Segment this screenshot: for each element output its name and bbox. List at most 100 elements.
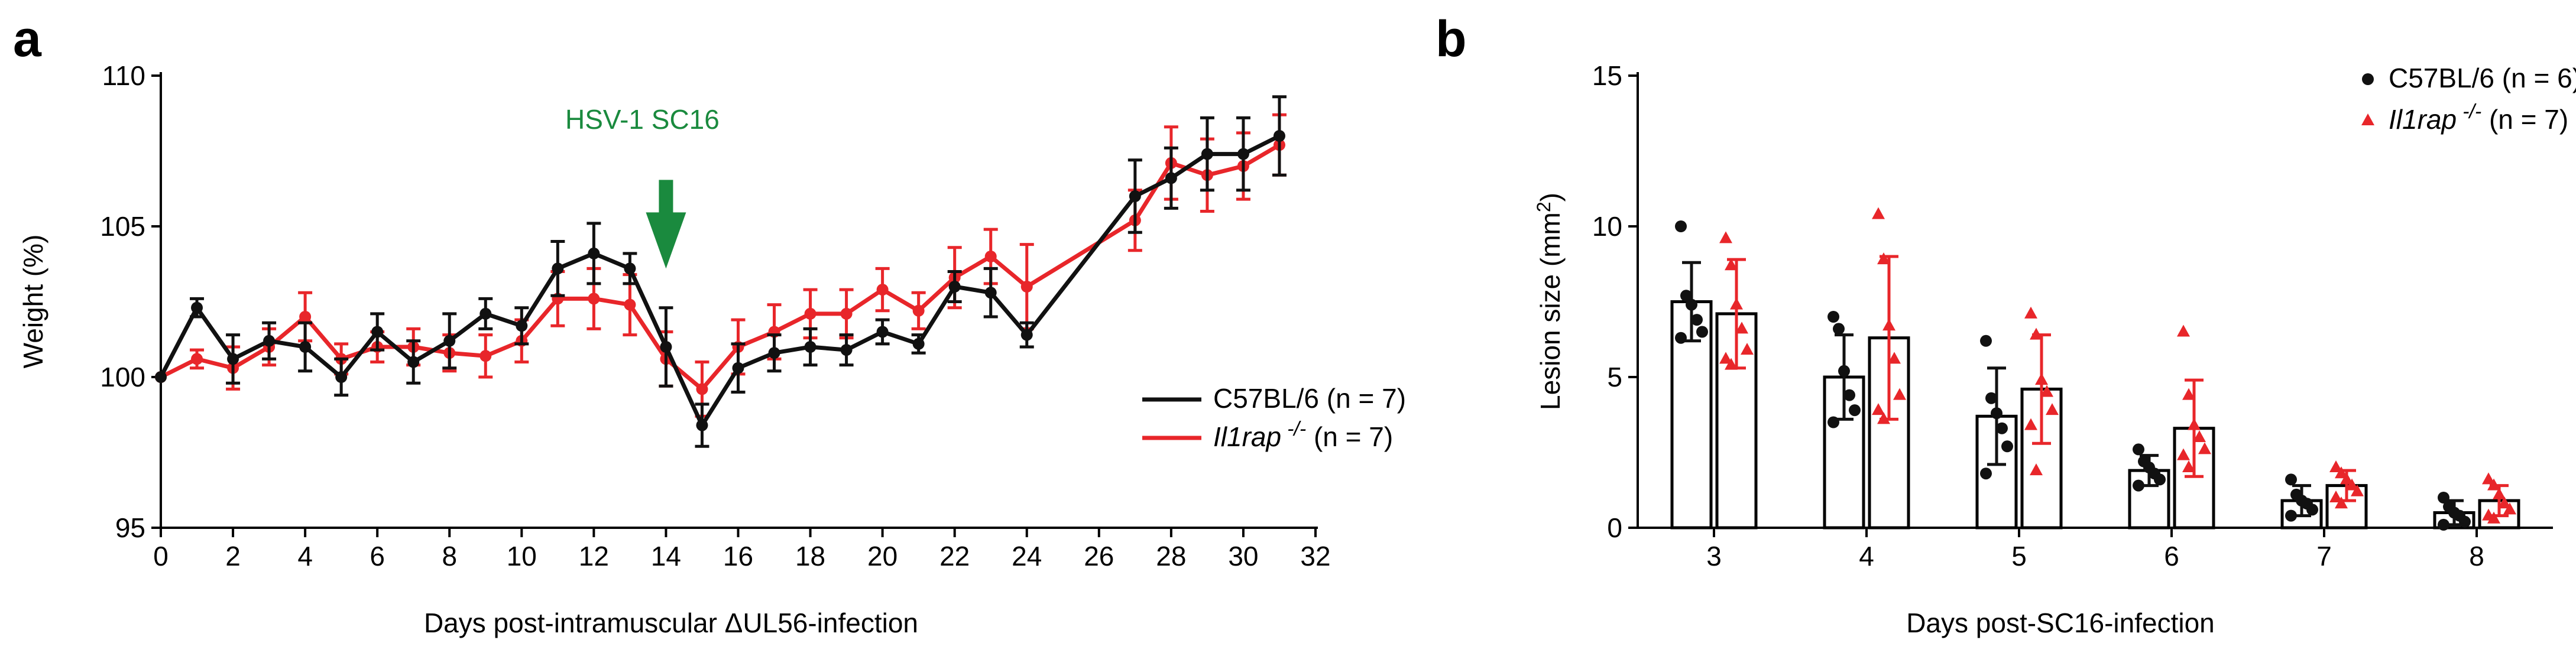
panel-a-annotation: HSV-1 SC16 <box>565 104 720 269</box>
x-tick-label: 32 <box>1300 541 1330 571</box>
data-point <box>263 335 276 347</box>
data-point <box>2438 518 2449 531</box>
data-point <box>1725 258 1738 271</box>
data-point <box>2487 511 2500 524</box>
data-point <box>1888 352 1901 364</box>
data-point <box>1877 252 1890 265</box>
legend-superscript: -/- <box>1287 418 1306 440</box>
panel-a-data <box>155 95 1287 448</box>
infection-arrow-icon <box>646 180 686 269</box>
data-point <box>479 350 492 362</box>
x-tick-label: 22 <box>939 541 970 571</box>
data-point <box>1237 148 1249 160</box>
panel-b-y-axis-label-close: ) <box>1535 193 1566 202</box>
data-point <box>876 284 889 296</box>
data-point <box>1996 422 2008 434</box>
data-point <box>588 247 600 259</box>
data-point <box>155 371 167 383</box>
legend-series-n: (n = 7) <box>1306 421 1393 452</box>
data-point <box>2285 473 2297 486</box>
data-point <box>1872 403 1885 415</box>
data-point <box>1696 326 1708 338</box>
y-tick-label: 100 <box>100 362 145 392</box>
data-point <box>1849 404 1861 417</box>
data-point <box>1165 172 1177 184</box>
data-point <box>1680 290 1692 302</box>
x-tick-label: 7 <box>2316 541 2332 571</box>
data-point <box>1735 321 1748 334</box>
data-point <box>2335 496 2348 509</box>
legend-marker <box>2362 73 2374 85</box>
legend-entry: C57BL/6 (n = 7) <box>1213 383 1406 414</box>
legend-marker <box>2361 113 2374 125</box>
y-tick-label: 15 <box>1592 60 1622 91</box>
x-tick-label: 4 <box>297 541 313 571</box>
legend-entry: Il1rap -/- (n = 7) <box>2389 100 2568 135</box>
data-point <box>1273 130 1285 142</box>
data-point <box>2177 448 2190 460</box>
data-point <box>2001 440 2013 453</box>
legend-series-n: (n = 6) <box>2494 63 2576 93</box>
x-tick-label: 30 <box>1228 541 1258 571</box>
data-point <box>2154 473 2166 486</box>
panel-a-letter: a <box>13 11 42 67</box>
y-tick-label: 0 <box>1607 512 1622 543</box>
data-point <box>2193 430 2206 442</box>
y-tick-label: 105 <box>100 211 145 242</box>
data-point <box>516 320 528 332</box>
data-point <box>1741 343 1754 355</box>
x-tick-label: 18 <box>795 541 825 571</box>
data-point <box>804 341 816 353</box>
data-point <box>660 341 672 353</box>
data-point <box>804 307 816 320</box>
data-point <box>1719 352 1732 364</box>
data-point <box>1833 323 1845 335</box>
data-point <box>1843 389 1855 401</box>
data-point <box>948 281 961 293</box>
data-point <box>696 419 708 431</box>
data-point <box>840 344 853 356</box>
data-point <box>2133 479 2144 492</box>
y-tick-label: 10 <box>1592 211 1622 242</box>
data-point <box>1129 190 1141 202</box>
x-tick-label: 4 <box>1859 541 1874 571</box>
data-point <box>1827 311 1839 323</box>
x-tick-label: 28 <box>1156 541 1186 571</box>
x-tick-label: 6 <box>370 541 385 571</box>
data-point <box>2024 306 2037 319</box>
x-tick-label: 14 <box>651 541 681 571</box>
data-point <box>443 335 456 347</box>
x-tick-label: 2 <box>225 541 241 571</box>
panel-b-y-axis-label-text: Lesion size (mm <box>1535 212 1566 410</box>
panel-b-y-axis-label-sup: 2 <box>1533 202 1554 212</box>
data-point <box>227 353 239 365</box>
data-point <box>2482 472 2495 485</box>
data-point <box>624 262 636 275</box>
legend-series-name: Il1rap <box>1213 421 1281 452</box>
data-point <box>552 262 564 275</box>
data-point <box>732 362 744 374</box>
data-point <box>1201 148 1213 160</box>
panel-b-letter: b <box>1436 11 1467 67</box>
x-tick-label: 8 <box>2469 541 2484 571</box>
data-point <box>2046 403 2059 415</box>
data-point <box>2133 443 2144 456</box>
data-point <box>1980 335 1992 347</box>
series-line-c57bl6 <box>158 134 1281 428</box>
data-point <box>191 301 203 314</box>
panel-a-legend: C57BL/6 (n = 7) Il1rap -/- (n = 7) <box>1142 383 1406 452</box>
x-tick-label: 12 <box>579 541 609 571</box>
data-point <box>2198 442 2211 454</box>
data-point <box>2177 324 2190 337</box>
data-point <box>1872 207 1885 219</box>
panel-b-lesion-chart: b 0 5 10 15 3 4 5 6 7 8 C57BL/6 (n = 6) Il1rap -/- … <box>1436 11 2576 638</box>
x-tick-label: 20 <box>867 541 897 571</box>
data-point <box>840 307 853 320</box>
data-point <box>2351 484 2364 496</box>
x-tick-label: 10 <box>507 541 537 571</box>
data-point <box>912 337 925 350</box>
data-point <box>191 353 203 365</box>
